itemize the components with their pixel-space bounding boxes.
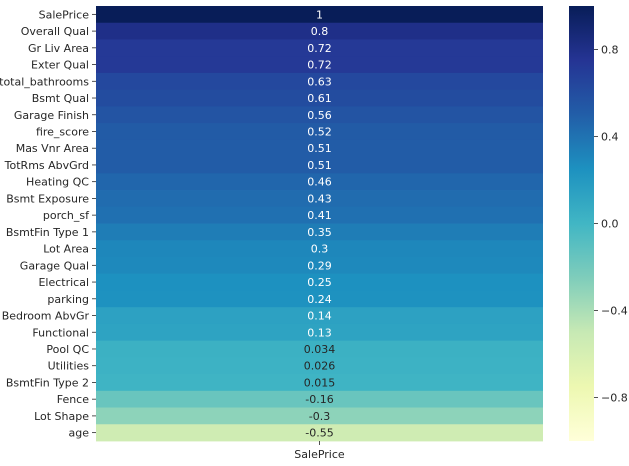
cell-value-label: 0.14 xyxy=(307,310,332,323)
cell-value-label: 0.034 xyxy=(304,343,336,356)
heatmap-cell xyxy=(96,123,543,141)
column-label: SalePrice xyxy=(294,448,345,461)
row-label: Pool QC xyxy=(46,343,89,356)
row-label: TotRms AbvGrd xyxy=(4,159,89,172)
colorbar-tick-label: −0.8 xyxy=(601,392,628,405)
row-label: Utilities xyxy=(48,360,90,373)
cell-value-label: 0.13 xyxy=(307,326,332,339)
colorbar-tick-label: 0.4 xyxy=(601,131,619,144)
heatmap-cell xyxy=(96,89,543,107)
cell-value-label: 0.51 xyxy=(307,142,332,155)
row-label: BsmtFin Type 1 xyxy=(6,226,89,239)
row-label: Fence xyxy=(57,393,90,406)
colorbar-gradient xyxy=(569,6,594,441)
cell-value-label: 0.72 xyxy=(307,42,332,55)
heatmap-cell xyxy=(96,56,543,74)
colorbar-tick-label: 0.8 xyxy=(601,44,619,57)
cell-value-label: 1 xyxy=(316,8,323,21)
heatmap-cells: 1 0.8 0.72 0.72 0.63 0.61 0.56 0.52 0.51 0.51 0.46… xyxy=(96,6,543,442)
heatmap-cell xyxy=(96,256,543,275)
row-label: Bedroom AbvGr xyxy=(2,310,90,323)
heatmap-cell xyxy=(96,290,543,308)
row-label: Lot Shape xyxy=(34,410,89,423)
heatmap-cell xyxy=(96,206,543,224)
cell-value-label: 0.29 xyxy=(307,259,332,272)
cell-value-label: 0.026 xyxy=(304,360,336,373)
cell-value-label: 0.8 xyxy=(311,25,329,38)
row-label: SalePrice xyxy=(39,8,90,21)
heatmap-cell xyxy=(96,390,543,408)
heatmap-cell xyxy=(96,39,543,57)
row-label: Overall Qual xyxy=(21,25,89,38)
cell-value-label: 0.56 xyxy=(307,109,332,122)
row-label: Heating QC xyxy=(26,176,89,189)
cell-value-label: 0.63 xyxy=(307,75,332,88)
heatmap-cell xyxy=(96,72,543,91)
row-label: total_bathrooms xyxy=(0,75,89,88)
cell-value-label: 0.46 xyxy=(307,176,332,189)
heatmap-cell xyxy=(96,374,543,392)
heatmap-cell xyxy=(96,156,543,174)
row-label: Gr Liv Area xyxy=(28,42,89,55)
cell-value-label: 0.015 xyxy=(304,376,336,389)
row-labels: SalePrice Overall Qual Gr Liv Area Exter Qu… xyxy=(0,8,96,440)
heatmap-cell xyxy=(96,273,543,291)
row-label: Electrical xyxy=(38,276,89,289)
heatmap-cell xyxy=(96,424,543,442)
heatmap-cell xyxy=(96,106,543,124)
heatmap-cell xyxy=(96,22,543,40)
colorbar-tick-label: −0.4 xyxy=(601,305,628,318)
heatmap-cell xyxy=(96,6,543,24)
heatmap-cell xyxy=(96,407,543,425)
cell-value-label: 0.41 xyxy=(307,209,332,222)
row-label: Bsmt Exposure xyxy=(6,192,89,205)
row-label: Bsmt Qual xyxy=(32,92,89,105)
cell-value-label: 0.72 xyxy=(307,59,332,72)
row-label: BsmtFin Type 2 xyxy=(6,376,89,389)
cell-value-label: 0.51 xyxy=(307,159,332,172)
row-label: Mas Vnr Area xyxy=(16,142,89,155)
cell-value-label: -0.3 xyxy=(309,410,330,423)
row-label: Lot Area xyxy=(43,243,89,256)
heatmap-cell xyxy=(96,307,543,325)
cell-value-label: 0.35 xyxy=(307,226,332,239)
row-label: Garage Qual xyxy=(20,259,89,272)
heatmap-cell xyxy=(96,357,543,375)
heatmap-cell xyxy=(96,139,543,157)
row-label: age xyxy=(69,427,90,440)
row-label: Functional xyxy=(32,326,89,339)
column-labels: SalePrice xyxy=(294,441,345,461)
cell-value-label: -0.55 xyxy=(305,427,333,440)
row-label: Exter Qual xyxy=(31,59,89,72)
cell-value-label: 0.61 xyxy=(307,92,332,105)
row-label: Garage Finish xyxy=(14,109,89,122)
row-label: parking xyxy=(47,293,89,306)
row-label: porch_sf xyxy=(43,209,90,222)
colorbar: 0.8 0.4 0.0 −0.4 −0.8 xyxy=(569,6,628,441)
heatmap-cell xyxy=(96,323,543,342)
cell-value-label: 0.3 xyxy=(311,243,329,256)
cell-value-label: -0.16 xyxy=(305,393,333,406)
cell-value-label: 0.25 xyxy=(307,276,332,289)
heatmap-cell xyxy=(96,190,543,208)
heatmap-cell xyxy=(96,340,543,358)
row-label: fire_score xyxy=(36,125,89,138)
heatmap-cell xyxy=(96,223,543,241)
cell-value-label: 0.43 xyxy=(307,192,332,205)
heatmap-cell xyxy=(96,240,543,258)
cell-value-label: 0.52 xyxy=(307,125,332,138)
cell-value-label: 0.24 xyxy=(307,293,332,306)
heatmap-cell xyxy=(96,173,543,191)
colorbar-tick-label: 0.0 xyxy=(601,218,619,231)
